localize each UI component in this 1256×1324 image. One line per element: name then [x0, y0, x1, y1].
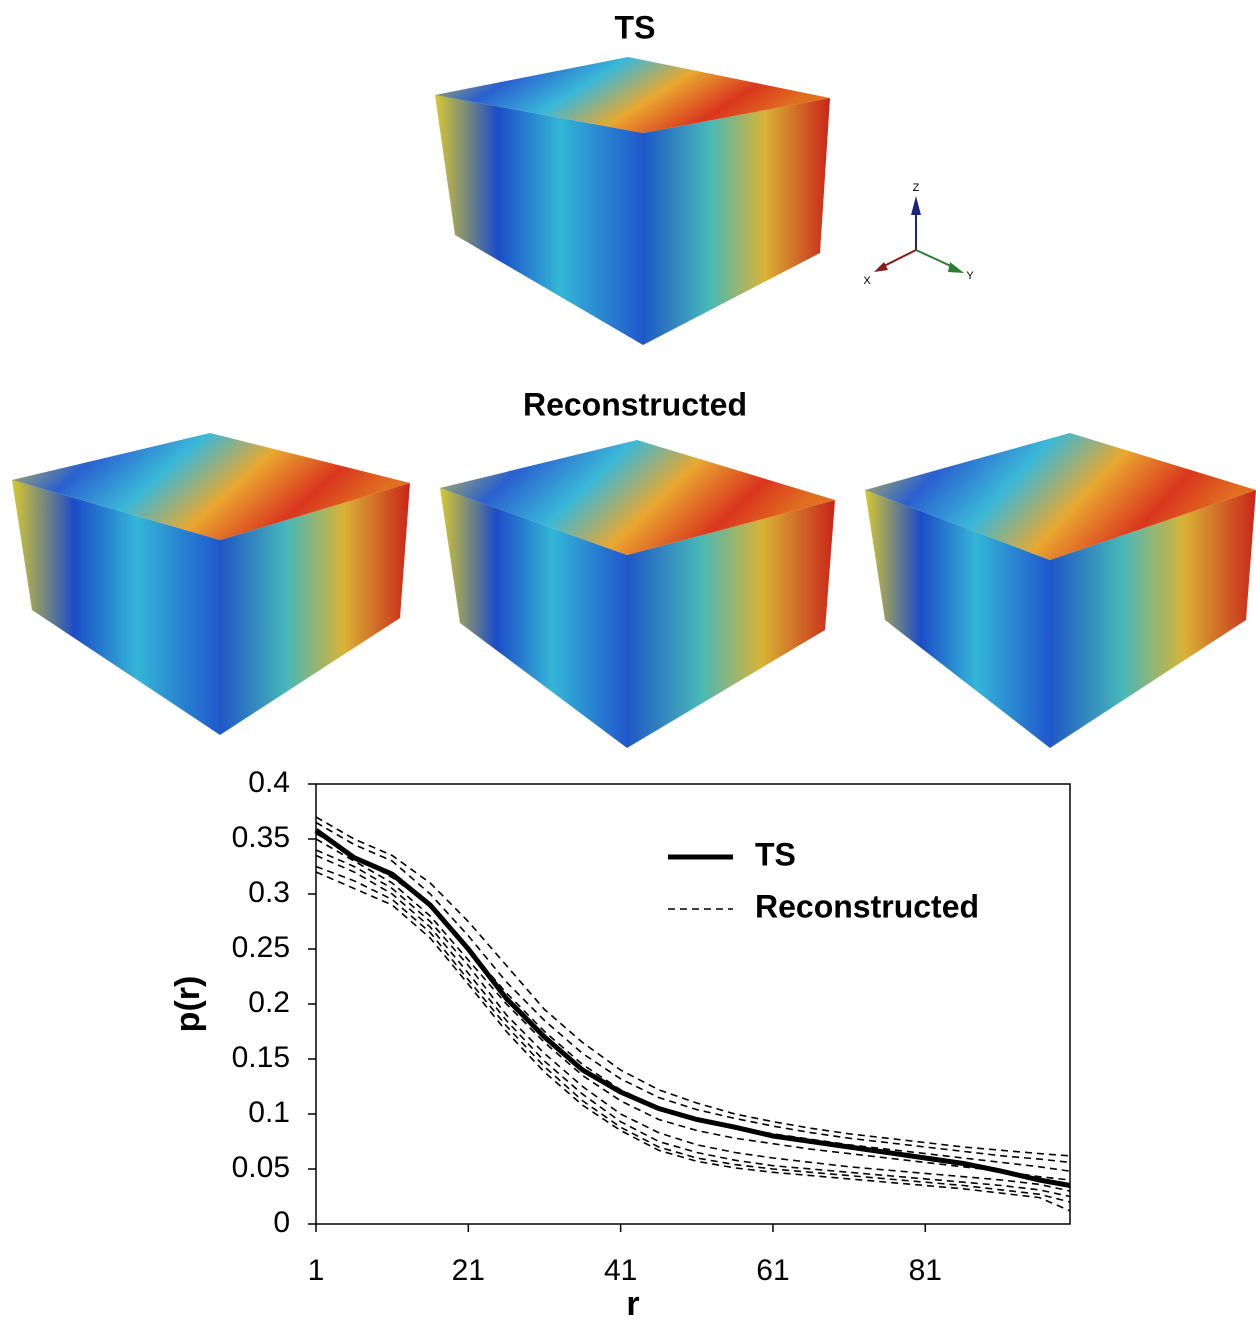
- x-tick-label: 21: [452, 1254, 485, 1287]
- series-line: [316, 830, 1070, 1185]
- triad-z: Z: [913, 182, 920, 194]
- realization-line: [316, 817, 1070, 1156]
- realization-line: [316, 823, 1070, 1163]
- x-axis-label: r: [626, 1285, 639, 1319]
- triad-y: Y: [966, 270, 974, 282]
- x-tick-label: 1: [308, 1254, 325, 1287]
- y-tick-label: 0.4: [248, 766, 290, 799]
- y-axis-label: p(r): [169, 976, 207, 1033]
- cube-left-face: [435, 95, 643, 345]
- axis-triad: Z X Y: [863, 182, 974, 287]
- y-tick-label: 0.2: [248, 986, 290, 1019]
- triad-x: X: [863, 275, 871, 287]
- figure: TS Reconstructed Z X Y 0 0.05 0.1 0.15 0.2 0.…: [0, 0, 1256, 1319]
- middle-title: Reconstructed: [523, 386, 747, 422]
- y-tick-label: 0.1: [248, 1096, 290, 1129]
- x-tick-label: 81: [909, 1254, 942, 1287]
- y-tick-label: 0.15: [232, 1041, 290, 1074]
- y-tick-label: 0.35: [232, 821, 290, 854]
- y-tick-label: 0.3: [248, 876, 290, 909]
- legend-label: Reconstructed: [755, 888, 979, 924]
- top-title: TS: [615, 9, 656, 45]
- x-tick-label: 61: [756, 1254, 789, 1287]
- legend-label: TS: [755, 836, 796, 872]
- x-tick-label: 41: [604, 1254, 637, 1287]
- chart: 0 0.05 0.1 0.15 0.2 0.25 0.3 0.35 0.4 1 21 41 61 81 r p…: [169, 766, 1070, 1319]
- y-tick-label: 0: [273, 1206, 290, 1239]
- y-tick-label: 0.25: [232, 931, 290, 964]
- y-tick-label: 0.05: [232, 1151, 290, 1184]
- cube-right-face: [643, 98, 830, 345]
